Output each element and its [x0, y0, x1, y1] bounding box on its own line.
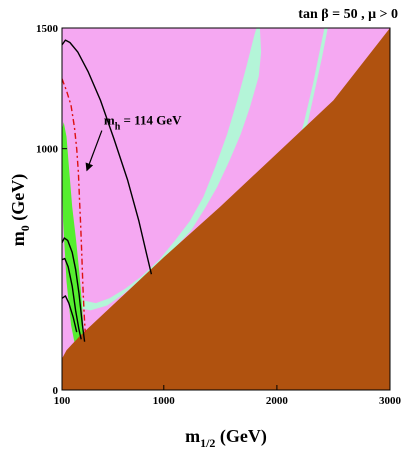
middle-black-contour: [62, 237, 86, 342]
y-axis-title-main: m: [8, 231, 28, 246]
x-tick-label: 3000: [379, 395, 402, 407]
x-tick-label: 2000: [266, 395, 289, 407]
plot-frame: [61, 27, 391, 391]
annotation-main: m: [104, 113, 115, 128]
annotation-rest: = 114 GeV: [120, 113, 182, 128]
chart-title: tan β = 50 , μ > 0: [298, 7, 398, 22]
small-black-contour: [62, 295, 78, 333]
outer-black-contour: [62, 39, 153, 275]
y-axis-title-sub: 0: [18, 225, 32, 231]
inner-black-contour: [62, 257, 82, 340]
y-tick-label: 1000: [36, 144, 59, 156]
y-tick-label: 0: [53, 385, 59, 397]
annotation-label: mh = 114 GeV: [104, 113, 182, 133]
contour-lines-layer: [62, 39, 153, 342]
annotation: mh = 114 GeV: [85, 113, 182, 172]
x-axis-title-unit: (GeV): [215, 426, 266, 447]
mint-band-left: [66, 28, 262, 311]
y-axis-title-unit: (GeV): [8, 174, 29, 225]
x-tick-label: 100: [54, 395, 71, 407]
y-tick-label: 1500: [36, 23, 59, 35]
regions-layer: [62, 28, 390, 390]
mint-band-right: [283, 28, 328, 183]
ticks-layer: 100 1000 2000 3000 0 1000 1500: [36, 23, 402, 407]
x-tick-label: 1000: [153, 395, 176, 407]
annotation-arrow: [85, 130, 103, 172]
x-axis-title-main: m: [185, 426, 200, 446]
x-axis-title: m1/2 (GeV): [185, 426, 267, 450]
x-axis-title-sub: 1/2: [200, 436, 215, 450]
red-mh-contour: [62, 78, 86, 333]
annotation-sub: h: [115, 122, 121, 133]
y-axis-title: m0 (GeV): [8, 174, 32, 246]
brown-excluded-region: [62, 28, 390, 390]
